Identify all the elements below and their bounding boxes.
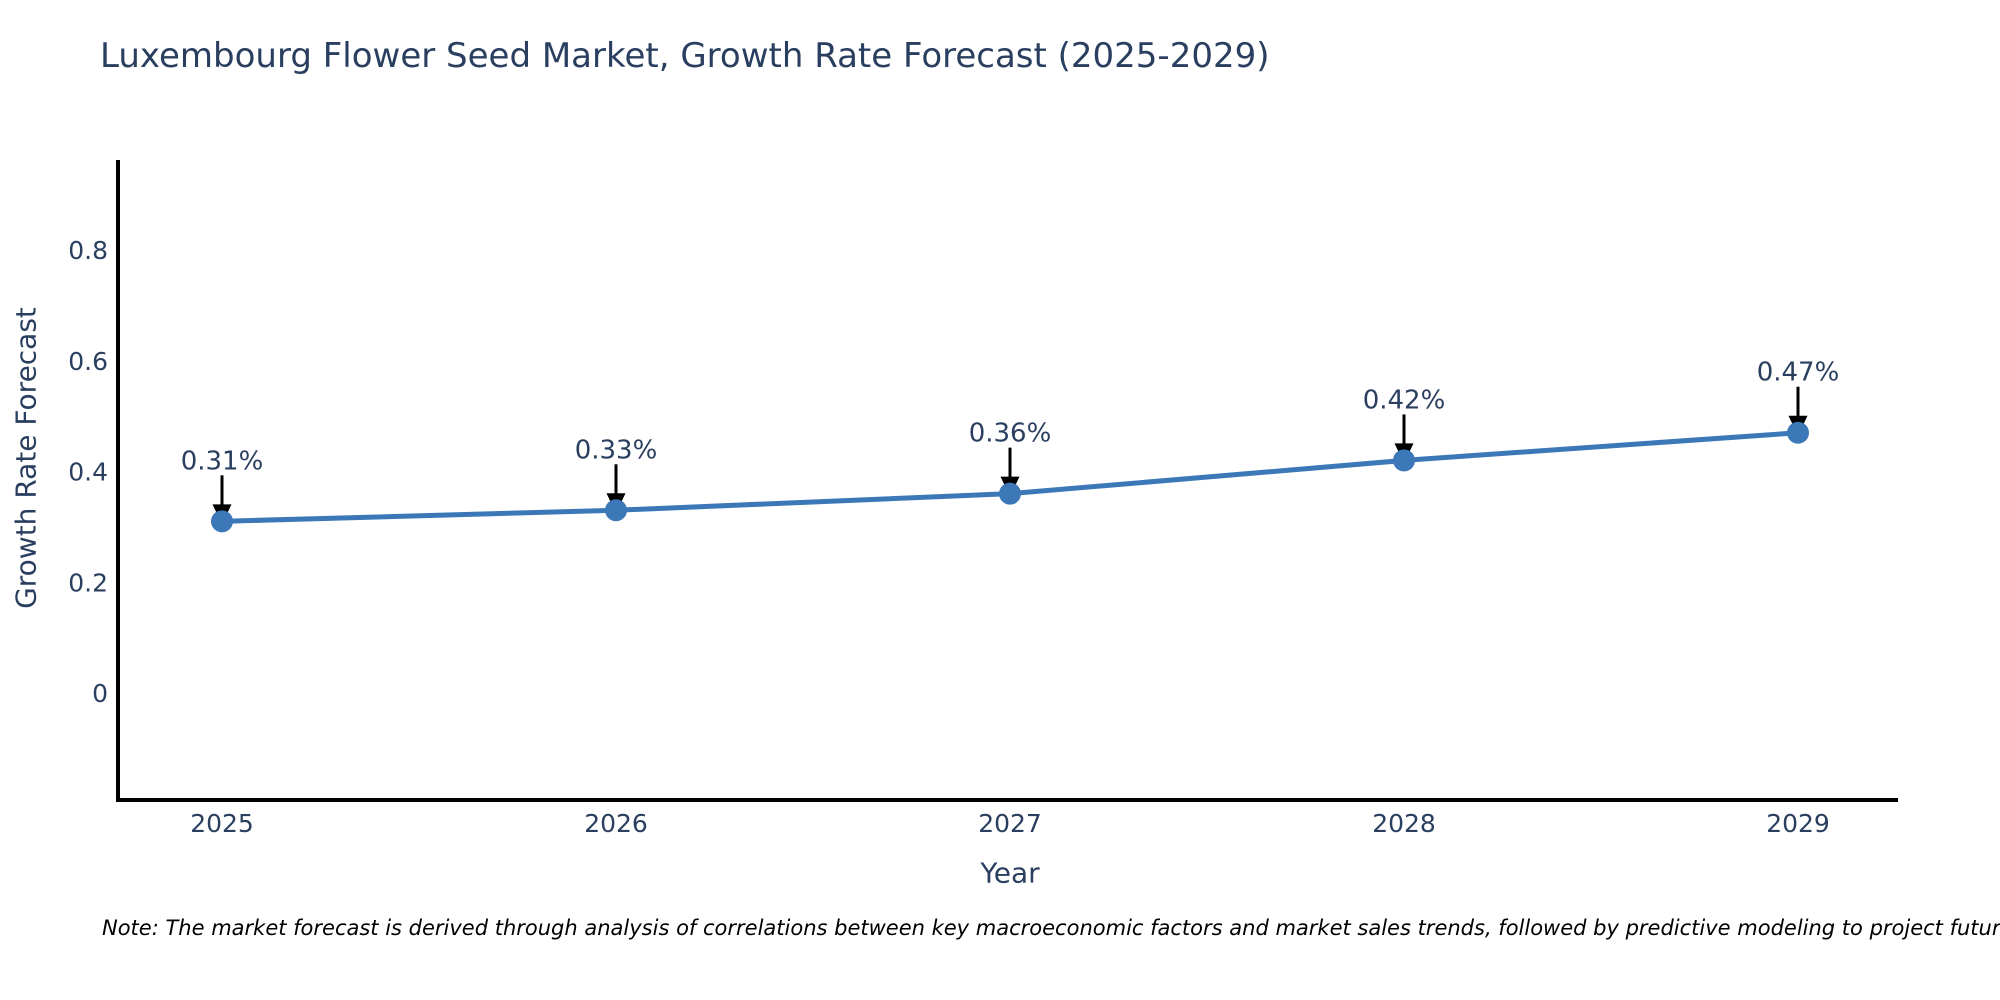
y-tick-label: 0 [92,679,108,708]
y-tick-label: 0.2 [68,568,108,597]
x-tick-label: 2025 [190,809,254,838]
data-point-label: 0.36% [969,419,1052,449]
data-point-label: 0.42% [1363,385,1446,415]
x-axis-title: Year [980,856,1040,890]
data-point-label: 0.31% [181,446,264,476]
y-tick-label: 0.8 [68,236,108,265]
data-point-2025[interactable] [211,510,233,533]
data-point-2026[interactable] [605,499,627,522]
x-tick-label: 2029 [1766,809,1830,838]
y-tick-label: 0.4 [68,458,108,487]
y-tick-label: 0.6 [68,347,108,376]
data-point-label: 0.47% [1757,358,1840,388]
footnote: Note: The market forecast is derived thr… [102,916,2000,940]
data-point-2029[interactable] [1787,421,1809,444]
x-tick-label: 2026 [584,809,648,838]
chart-title: Luxembourg Flower Seed Market, Growth Ra… [100,36,1270,76]
x-tick-label: 2027 [978,809,1042,838]
data-point-2027[interactable] [999,482,1021,505]
data-point-2028[interactable] [1393,449,1415,472]
data-point-label: 0.33% [575,435,658,465]
x-tick-label: 2028 [1372,809,1436,838]
